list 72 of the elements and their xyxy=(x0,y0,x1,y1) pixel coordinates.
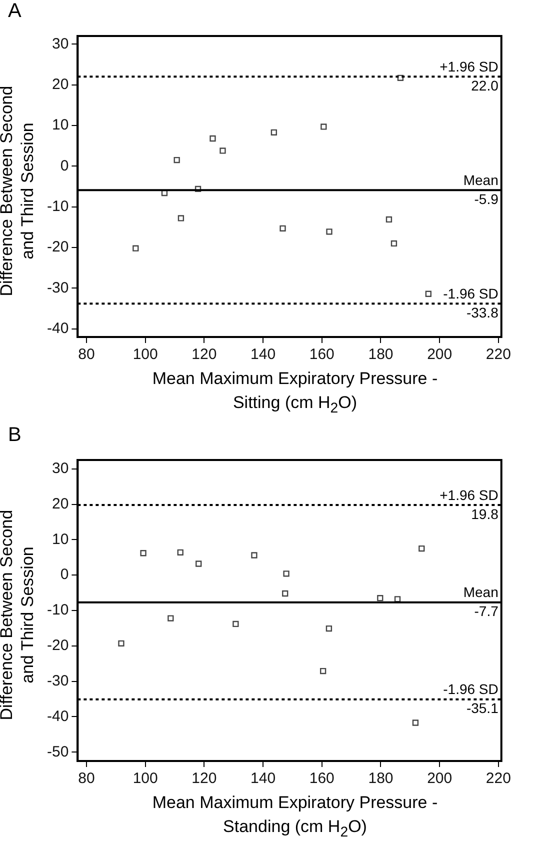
point xyxy=(210,135,216,142)
y-tick-label: -30 xyxy=(46,672,69,690)
y-tick-label: -40 xyxy=(46,320,69,338)
point xyxy=(280,225,286,232)
point xyxy=(178,215,184,222)
y-tick-label: 10 xyxy=(52,116,69,134)
y-tick-label: 0 xyxy=(60,566,69,584)
x-tick-label: 160 xyxy=(309,770,334,788)
point xyxy=(168,615,174,622)
ref-line-label: Mean -5.9 xyxy=(463,172,499,208)
y-tick-label: -50 xyxy=(46,743,69,760)
ref-line-label: -1.96 SD -33.8 xyxy=(443,286,499,321)
point xyxy=(174,156,180,164)
point xyxy=(412,720,419,726)
y-tick-label: 20 xyxy=(52,76,69,93)
point xyxy=(118,640,124,647)
x-tick-label: 100 xyxy=(132,770,158,788)
y-tick-label: 20 xyxy=(52,495,69,512)
ref-line-label: -1.96 SD -35.1 xyxy=(443,681,499,716)
point xyxy=(270,129,278,136)
point xyxy=(326,228,332,235)
point xyxy=(377,595,384,602)
y-tick-label: -40 xyxy=(46,708,69,725)
chart-title: A xyxy=(8,0,22,23)
point xyxy=(220,148,226,154)
point xyxy=(320,124,327,130)
y-axis-title: Difference Between Second and Third Session xyxy=(0,508,38,722)
x-tick-label: 180 xyxy=(368,346,394,364)
point xyxy=(282,590,288,597)
chart-title: B xyxy=(8,424,22,447)
point xyxy=(425,290,432,297)
x-tick-label: 160 xyxy=(309,346,334,364)
point xyxy=(251,552,258,558)
point xyxy=(320,668,326,674)
point xyxy=(394,596,401,602)
x-tick-label: 140 xyxy=(250,770,276,788)
x-tick-label: 80 xyxy=(78,346,95,364)
point xyxy=(390,240,398,247)
y-tick-label: 30 xyxy=(52,460,69,477)
x-tick-label: 80 xyxy=(78,770,95,788)
x-axis-title: Mean Maximum Expiratory Pressure - Sitting (cm H$_{2}$O) xyxy=(151,368,439,418)
x-tick-label: 140 xyxy=(250,346,276,364)
y-tick-label: -10 xyxy=(46,602,69,619)
x-tick-label: 220 xyxy=(486,770,511,788)
point xyxy=(132,245,139,252)
x-tick-label: 180 xyxy=(368,770,394,788)
y-tick-label: 10 xyxy=(52,530,69,548)
x-tick-label: 100 xyxy=(132,346,158,364)
ref-line-label: +1.96 SD 19.8 xyxy=(440,486,499,522)
point xyxy=(196,560,202,567)
point xyxy=(283,570,290,577)
y-tick-label: -30 xyxy=(46,279,69,296)
x-axis-title: Mean Maximum Expiratory Pressure - Standing (cm H$_{2}$O) xyxy=(151,792,439,842)
point xyxy=(140,550,146,556)
y-tick-label: 30 xyxy=(52,35,69,52)
point xyxy=(177,549,184,556)
ref-line-label: Mean -7.7 xyxy=(463,584,499,620)
y-tick-label: -20 xyxy=(46,637,69,654)
point xyxy=(386,216,392,223)
y-tick-label: 0 xyxy=(60,157,69,174)
x-tick-label: 200 xyxy=(427,770,452,788)
x-tick-label: 120 xyxy=(192,770,217,788)
point xyxy=(326,625,332,632)
point xyxy=(418,545,425,552)
y-tick-label: -10 xyxy=(46,198,69,215)
y-tick-label: -20 xyxy=(46,238,69,256)
x-tick-label: 120 xyxy=(192,346,217,364)
point xyxy=(232,620,239,628)
x-tick-label: 200 xyxy=(427,346,452,364)
x-tick-label: 220 xyxy=(486,346,511,364)
y-axis-title: Difference Between Second and Third Session xyxy=(0,84,38,298)
ref-line-label: +1.96 SD 22.0 xyxy=(440,58,499,94)
